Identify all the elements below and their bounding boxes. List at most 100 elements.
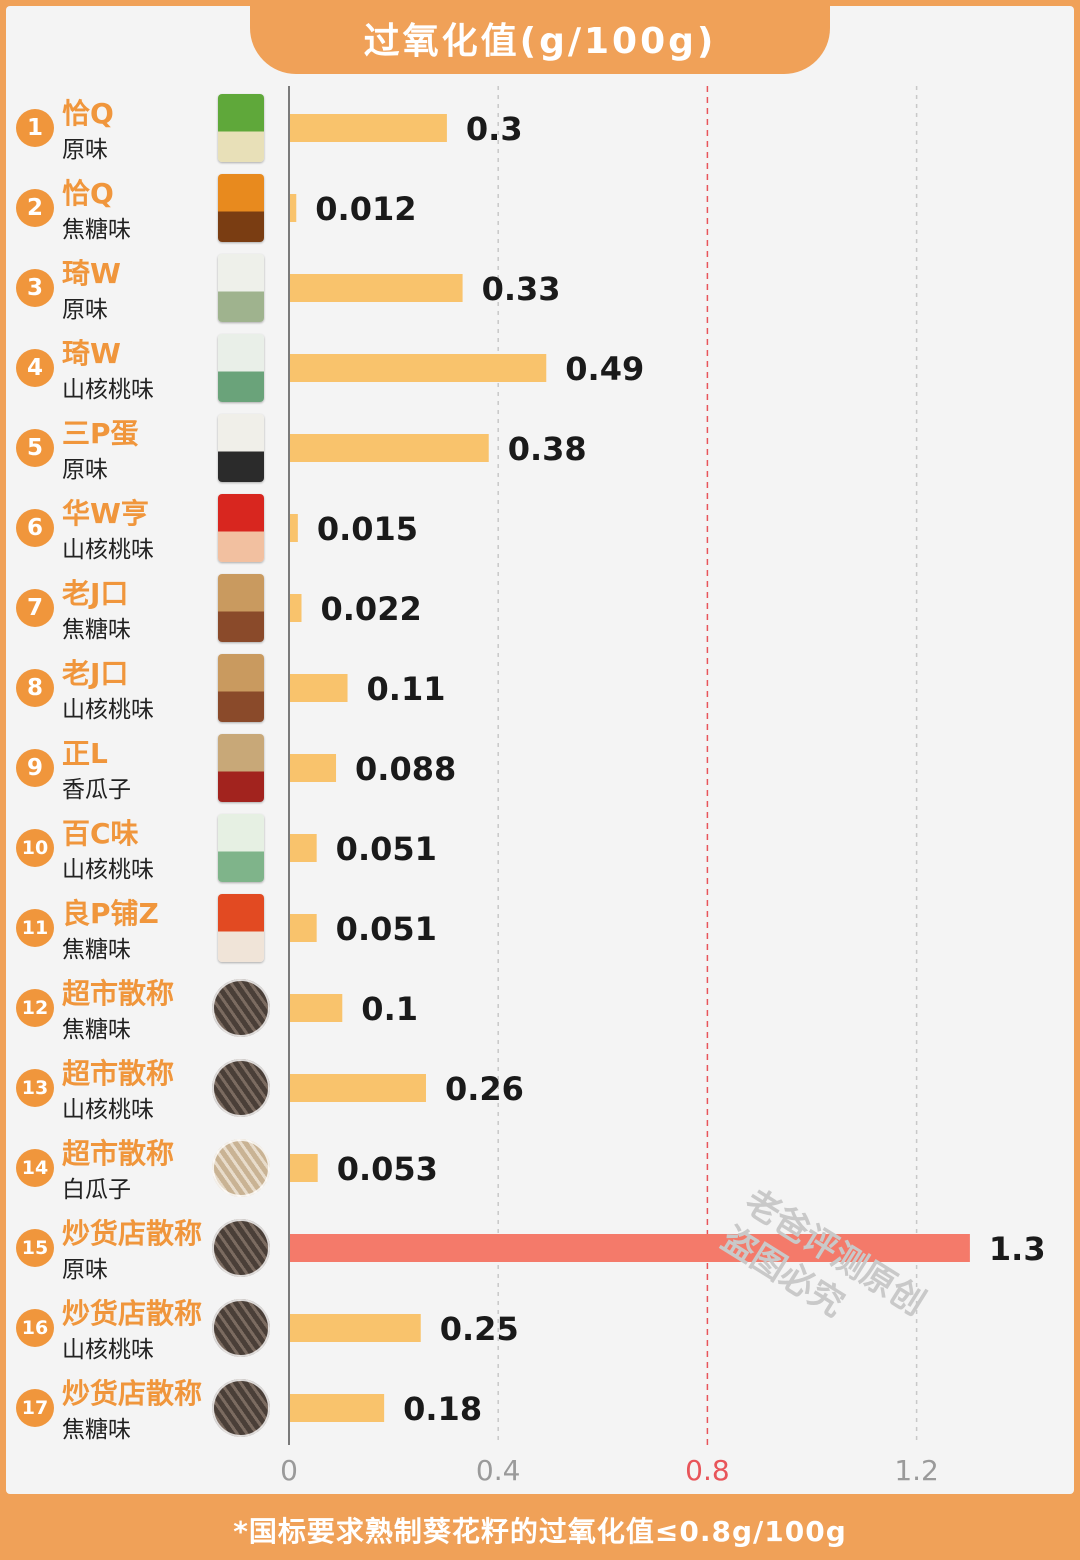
brand-name: 三P蛋 — [62, 417, 139, 450]
brand-name: 炒货店散称 — [62, 1217, 203, 1250]
x-tick-label: 0 — [280, 1454, 298, 1487]
x-tick-label: 1.2 — [894, 1454, 939, 1487]
rank-badge: 11 — [16, 909, 54, 947]
mint-bag-icon — [218, 814, 264, 882]
bar-value-label: 0.051 — [336, 910, 437, 948]
kraft-bag-icon — [218, 574, 264, 642]
flavor-name: 原味 — [62, 457, 108, 483]
rank-badge: 3 — [16, 269, 54, 307]
white-seed-pile-icon — [212, 1139, 270, 1197]
brand-name: 百C味 — [62, 817, 139, 850]
rank-badge: 6 — [16, 509, 54, 547]
rank-badge: 5 — [16, 429, 54, 467]
brand-name: 华W亨 — [62, 497, 149, 530]
brand-name: 琦W — [62, 257, 121, 290]
rank-badge: 8 — [16, 669, 54, 707]
footer-note: *国标要求熟制葵花籽的过氧化值≤0.8g/100g — [233, 1515, 847, 1548]
bar-value-label: 1.3 — [989, 1230, 1046, 1268]
orange-bag-icon — [218, 174, 264, 242]
bar — [290, 1394, 385, 1422]
bar — [290, 114, 447, 142]
flavor-name: 山核桃味 — [62, 1097, 154, 1123]
rank-badge: 4 — [16, 349, 54, 387]
seed-pile-icon — [212, 1299, 270, 1357]
brand-name: 恰Q — [62, 177, 114, 210]
flavor-name: 香瓜子 — [62, 777, 131, 803]
chart-title: 过氧化值(g/100g) — [363, 21, 717, 62]
brand-name: 良P铺Z — [62, 897, 159, 930]
flavor-name: 原味 — [62, 137, 108, 163]
brand-name: 超市散称 — [62, 1057, 175, 1090]
bar — [290, 674, 348, 702]
seed-pile-icon — [212, 1219, 270, 1277]
x-tick-label: 0.8 — [685, 1454, 730, 1487]
bar — [290, 1314, 421, 1342]
bar-value-label: 0.3 — [466, 110, 523, 148]
orange-red-bag-icon — [218, 894, 264, 962]
flavor-name: 山核桃味 — [62, 697, 154, 723]
rank-badge: 15 — [16, 1229, 54, 1267]
bar — [290, 1154, 318, 1182]
rank-badge: 17 — [16, 1389, 54, 1427]
bar — [290, 1234, 970, 1262]
bar-value-label: 0.33 — [482, 270, 561, 308]
bar-value-label: 0.012 — [315, 190, 416, 228]
rank-badge: 16 — [16, 1309, 54, 1347]
x-tick-label: 0.4 — [476, 1454, 521, 1487]
rank-badge: 2 — [16, 189, 54, 227]
bar — [290, 274, 463, 302]
bar-value-label: 0.25 — [440, 1310, 519, 1348]
white-bag-icon — [218, 254, 264, 322]
brand-name: 恰Q — [62, 97, 114, 130]
bar — [290, 514, 298, 542]
bar-value-label: 0.053 — [337, 1150, 438, 1188]
bar — [290, 754, 337, 782]
rank-badge: 13 — [16, 1069, 54, 1107]
kraft-bag-icon — [218, 654, 264, 722]
flavor-name: 白瓜子 — [62, 1177, 131, 1203]
bar-value-label: 0.18 — [403, 1390, 482, 1428]
brand-name: 炒货店散称 — [62, 1297, 203, 1330]
bar-value-label: 0.38 — [508, 430, 587, 468]
white-green-bag-icon — [218, 334, 264, 402]
bar-value-label: 0.11 — [367, 670, 446, 708]
rank-badge: 1 — [16, 109, 54, 147]
brand-name: 超市散称 — [62, 977, 175, 1010]
bar — [290, 354, 547, 382]
brand-name: 超市散称 — [62, 1137, 175, 1170]
bar-value-label: 0.26 — [445, 1070, 524, 1108]
flavor-name: 山核桃味 — [62, 537, 154, 563]
rank-badge: 7 — [16, 589, 54, 627]
red-bag-icon — [218, 494, 264, 562]
green-bag-icon — [218, 94, 264, 162]
bar-value-label: 0.1 — [361, 990, 418, 1028]
bar-value-label: 0.088 — [355, 750, 456, 788]
flavor-name: 原味 — [62, 1257, 108, 1283]
flavor-name: 焦糖味 — [62, 937, 131, 963]
seed-pile-icon — [212, 979, 270, 1037]
rank-badge: 12 — [16, 989, 54, 1027]
brand-name: 琦W — [62, 337, 121, 370]
seed-pile-icon — [212, 1059, 270, 1117]
flavor-name: 山核桃味 — [62, 857, 154, 883]
brand-name: 炒货店散称 — [62, 1377, 203, 1410]
brand-name: 老J口 — [62, 657, 129, 690]
title-tab — [250, 0, 830, 74]
bar — [290, 1074, 426, 1102]
bar-chart: 0 0.4 0.8 1.2 0.3 0.012 0.33 0.49 0.38 0.015 0.022… — [280, 86, 1046, 1487]
white-dark-bag-icon — [218, 414, 264, 482]
flavor-name: 焦糖味 — [62, 617, 131, 643]
bar-value-label: 0.015 — [317, 510, 418, 548]
flavor-name: 山核桃味 — [62, 1337, 154, 1363]
bar — [290, 194, 297, 222]
brand-name: 正L — [62, 737, 108, 770]
bar — [290, 594, 302, 622]
bar — [290, 914, 317, 942]
bar — [290, 434, 489, 462]
red-kraft-bag-icon — [218, 734, 264, 802]
rank-badge: 14 — [16, 1149, 54, 1187]
rank-badge: 10 — [16, 829, 54, 867]
flavor-name: 焦糖味 — [62, 217, 131, 243]
bar-value-label: 0.022 — [321, 590, 422, 628]
brand-name: 老J口 — [62, 577, 129, 610]
